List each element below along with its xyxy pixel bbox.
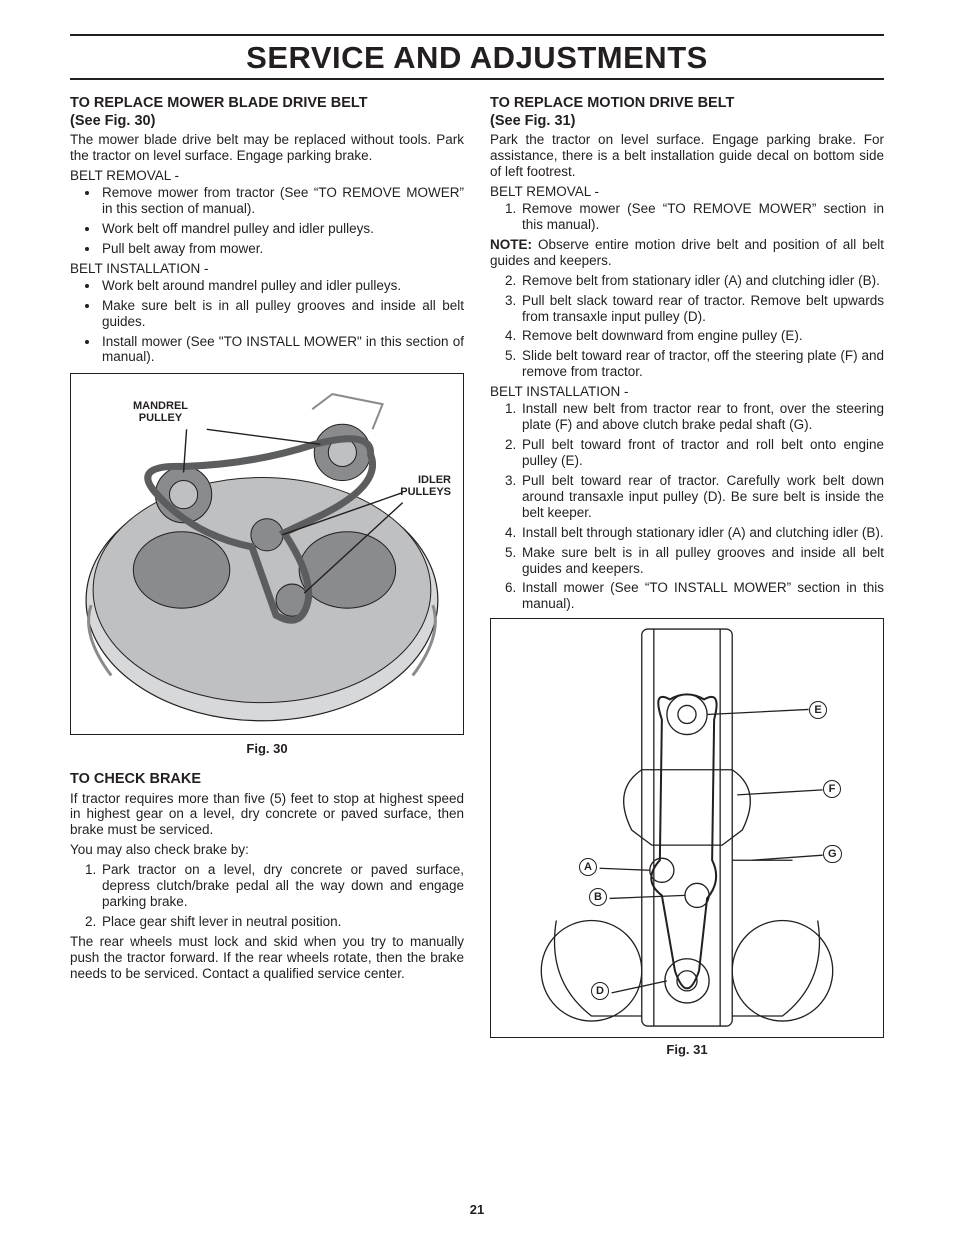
figure-31-box: E F G A B D xyxy=(490,618,884,1038)
belt-install-label: BELT INSTALLATION - xyxy=(70,261,464,276)
list-item: Place gear shift lever in neutral positi… xyxy=(100,914,464,930)
numbered-list: Install new belt from tractor rear to fr… xyxy=(490,401,884,612)
list-item: Pull belt away from mower. xyxy=(100,241,464,257)
label-text: MANDREL xyxy=(133,400,188,412)
paragraph: If tractor requires more than five (5) f… xyxy=(70,791,464,839)
title-underline xyxy=(70,78,884,80)
bullet-list: Work belt around mandrel pulley and idle… xyxy=(70,278,464,366)
note-label: NOTE: xyxy=(490,237,532,252)
belt-removal-label: BELT REMOVAL - xyxy=(490,184,884,199)
section-heading: TO REPLACE MOTION DRIVE BELT (See Fig. 3… xyxy=(490,94,884,130)
two-column-layout: TO REPLACE MOWER BLADE DRIVE BELT (See F… xyxy=(70,92,884,1071)
belt-removal-label: BELT REMOVAL - xyxy=(70,168,464,183)
belt-install-label: BELT INSTALLATION - xyxy=(490,384,884,399)
page-number: 21 xyxy=(0,1202,954,1217)
figure-30-illustration xyxy=(71,374,463,735)
heading-text-l1: TO REPLACE MOWER BLADE DRIVE BELT xyxy=(70,95,368,111)
list-item: Work belt around mandrel pulley and idle… xyxy=(100,278,464,294)
section-heading: TO CHECK BRAKE xyxy=(70,770,464,788)
paragraph: You may also check brake by: xyxy=(70,842,464,858)
label-text: IDLER xyxy=(418,474,451,486)
list-item: Make sure belt is in all pulley grooves … xyxy=(100,298,464,330)
list-item: Pull belt toward front of tractor and ro… xyxy=(520,437,884,469)
list-item: Install mower (See "TO INSTALL MOWER" in… xyxy=(100,334,464,366)
list-item: Install new belt from tractor rear to fr… xyxy=(520,401,884,433)
numbered-list: Remove mower (See “TO REMOVE MOWER” sect… xyxy=(490,201,884,233)
heading-text-l1: TO REPLACE MOTION DRIVE BELT xyxy=(490,95,734,111)
list-item: Install belt through stationary idler (A… xyxy=(520,525,884,541)
section-heading: TO REPLACE MOWER BLADE DRIVE BELT (See F… xyxy=(70,94,464,130)
list-item: Remove belt from stationary idler (A) an… xyxy=(520,273,884,289)
top-rule xyxy=(70,34,884,36)
figure-30-caption: Fig. 30 xyxy=(70,741,464,756)
paragraph: Park the tractor on level surface. Engag… xyxy=(490,132,884,180)
list-item: Remove belt downward from engine pulley … xyxy=(520,328,884,344)
bullet-list: Remove mower from tractor (See “TO REMOV… xyxy=(70,185,464,257)
list-item: Slide belt toward rear of tractor, off t… xyxy=(520,348,884,380)
list-item: Remove mower (See “TO REMOVE MOWER” sect… xyxy=(520,201,884,233)
list-item: Pull belt toward rear of tractor. Carefu… xyxy=(520,473,884,521)
page-title: SERVICE AND ADJUSTMENTS xyxy=(70,40,884,76)
numbered-list: Park tractor on a level, dry concrete or… xyxy=(70,862,464,930)
list-item: Pull belt slack toward rear of tractor. … xyxy=(520,293,884,325)
manual-page: SERVICE AND ADJUSTMENTS TO REPLACE MOWER… xyxy=(0,0,954,1235)
list-item: Make sure belt is in all pulley grooves … xyxy=(520,545,884,577)
right-column: TO REPLACE MOTION DRIVE BELT (See Fig. 3… xyxy=(490,92,884,1071)
list-item: Work belt off mandrel pulley and idler p… xyxy=(100,221,464,237)
figure-31-illustration xyxy=(491,619,883,1038)
heading-text-l2: (See Fig. 31) xyxy=(490,113,575,129)
figure-31-caption: Fig. 31 xyxy=(490,1042,884,1057)
mandrel-pulley-label: MANDREL PULLEY xyxy=(133,400,188,424)
callout-g: G xyxy=(823,845,842,863)
label-text: PULLEYS xyxy=(400,486,451,498)
note-paragraph: NOTE: Observe entire motion drive belt a… xyxy=(490,237,884,269)
left-column: TO REPLACE MOWER BLADE DRIVE BELT (See F… xyxy=(70,92,464,1071)
heading-text-l2: (See Fig. 30) xyxy=(70,113,155,129)
list-item: Remove mower from tractor (See “TO REMOV… xyxy=(100,185,464,217)
note-body: Observe entire motion drive belt and pos… xyxy=(490,237,884,268)
numbered-list: Remove belt from stationary idler (A) an… xyxy=(490,273,884,381)
paragraph: The mower blade drive belt may be replac… xyxy=(70,132,464,164)
figure-30-box: MANDREL PULLEY IDLER PULLEYS xyxy=(70,373,464,735)
list-item: Install mower (See “TO INSTALL MOWER” se… xyxy=(520,580,884,612)
label-text: PULLEY xyxy=(139,412,182,424)
list-item: Park tractor on a level, dry concrete or… xyxy=(100,862,464,910)
paragraph: The rear wheels must lock and skid when … xyxy=(70,934,464,982)
idler-pulleys-label: IDLER PULLEYS xyxy=(400,474,451,498)
